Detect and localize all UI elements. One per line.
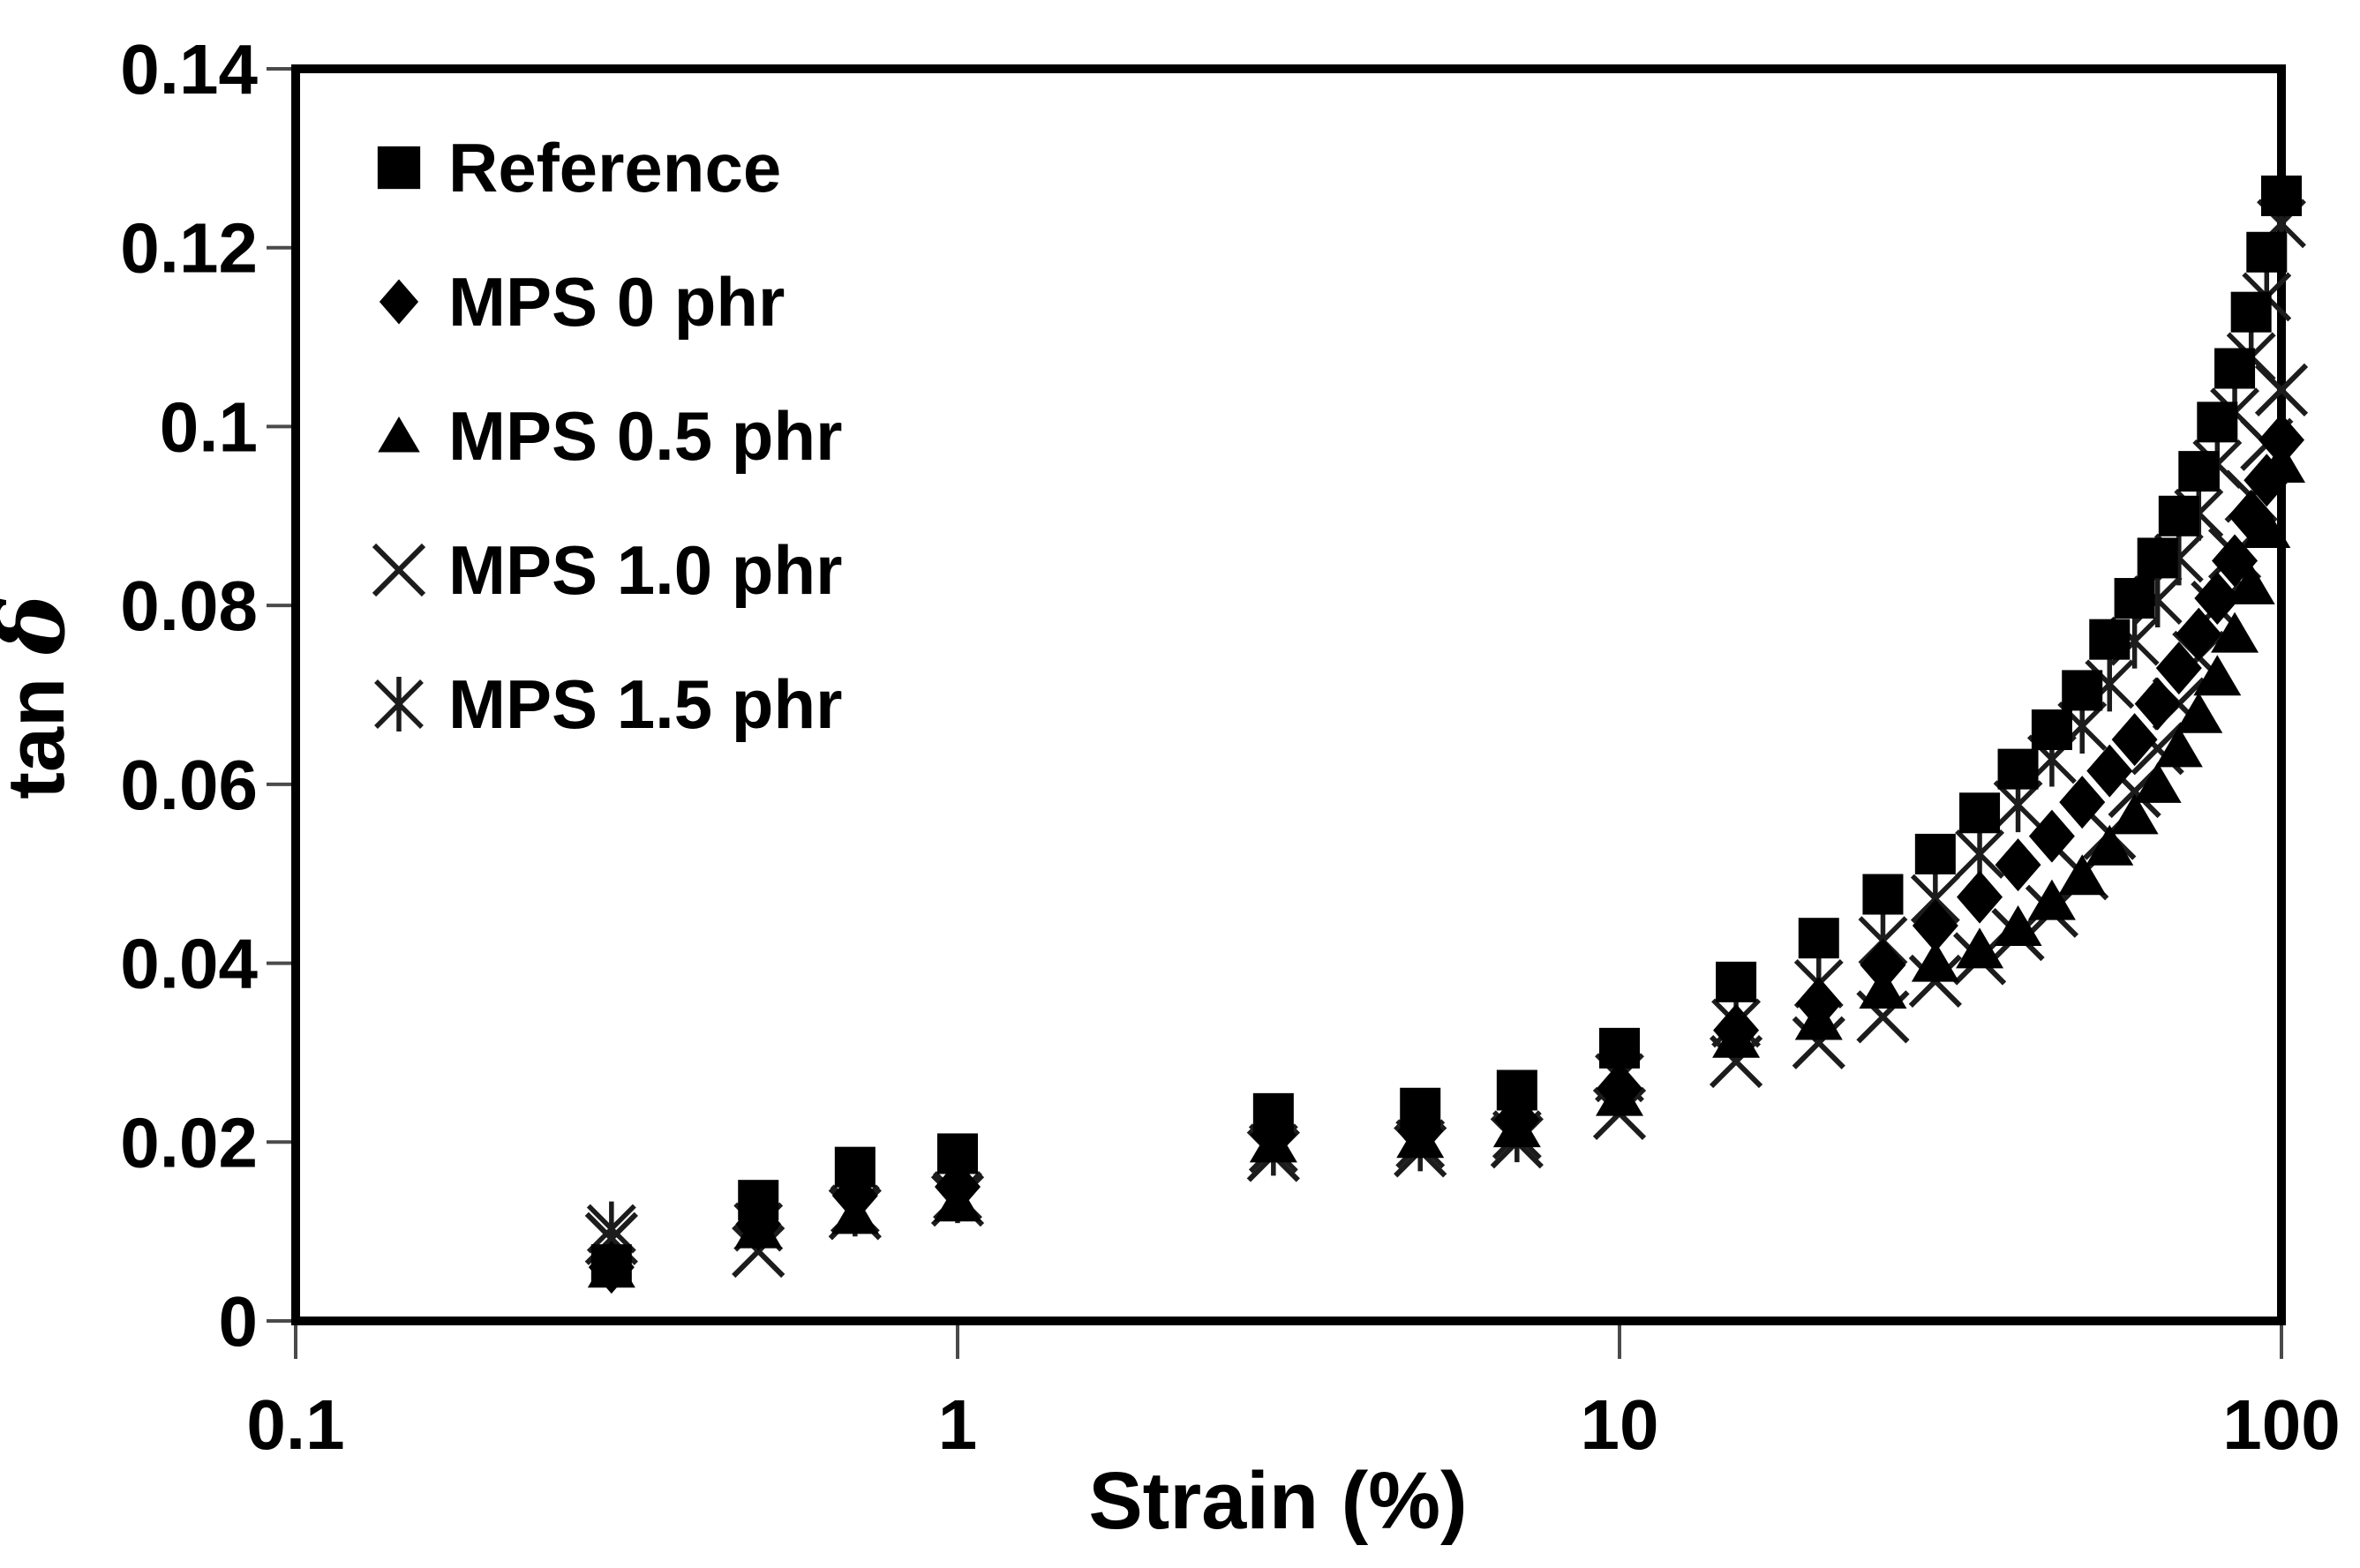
legend-label: Reference — [448, 129, 781, 206]
marker-filled-diamond — [1995, 838, 2041, 892]
marker-filled-square — [1862, 874, 1904, 915]
marker-filled-triangle — [2227, 563, 2275, 604]
y-tick-label: 0.04 — [120, 925, 258, 1003]
marker-filled-diamond — [2111, 713, 2158, 767]
series-mps-0-phr — [588, 413, 2304, 1294]
marker-filled-diamond — [1957, 870, 2003, 924]
legend-item: MPS 1.5 phr — [374, 665, 842, 743]
marker-filled-square — [2214, 348, 2256, 389]
marker-filled-square — [937, 1133, 978, 1174]
x-tick-label: 0.1 — [246, 1385, 344, 1464]
marker-filled-diamond — [1713, 1003, 1760, 1057]
marker-filled-diamond — [2176, 607, 2222, 661]
plot-frame — [291, 64, 2286, 1325]
legend-label: MPS 0 phr — [448, 263, 785, 341]
marker-filled-square — [1400, 1087, 1441, 1129]
marker-filled-square — [590, 1244, 632, 1286]
marker-cross — [372, 543, 426, 597]
marker-filled-diamond — [2228, 489, 2274, 543]
marker-cross — [1709, 1034, 1763, 1089]
marker-filled-square — [2197, 401, 2238, 443]
legend-label: MPS 1.0 phr — [448, 531, 842, 609]
marker-filled-triangle — [2133, 761, 2182, 803]
marker-filled-square — [2114, 578, 2155, 619]
marker-filled-triangle — [2211, 611, 2259, 653]
marker-filled-square — [1997, 748, 2039, 790]
marker-filled-square — [2246, 231, 2288, 273]
marker-filled-triangle — [2027, 879, 2076, 920]
legend-item: MPS 1.0 phr — [372, 531, 842, 609]
legend-item: MPS 0.5 phr — [378, 397, 842, 475]
marker-filled-triangle — [1994, 905, 2042, 947]
marker-filled-diamond — [1912, 899, 1958, 953]
marker-filled-diamond — [2194, 572, 2241, 626]
marker-filled-square — [1599, 1027, 1640, 1069]
legend: Reference MPS 0 phr MPS 0.5 phr MPS 1.0 phr… — [372, 129, 842, 743]
x-tick-label: 100 — [2222, 1385, 2340, 1464]
y-tick-label: 0 — [219, 1282, 259, 1361]
marker-filled-diamond — [2134, 677, 2181, 731]
legend-label: MPS 1.5 phr — [448, 665, 842, 743]
marker-filled-diamond — [2212, 534, 2259, 588]
x-tick-label: 10 — [1581, 1385, 1659, 1464]
marker-filled-diamond — [2028, 809, 2075, 863]
marker-filled-diamond — [2086, 744, 2133, 798]
marker-filled-triangle — [1911, 941, 1959, 982]
marker-filled-triangle — [2154, 726, 2203, 768]
marker-filled-square — [2158, 495, 2199, 536]
marker-filled-triangle — [378, 416, 420, 453]
marker-filled-square — [1716, 961, 1757, 1002]
x-tick-label: 1 — [938, 1385, 978, 1464]
marker-filled-triangle — [2175, 692, 2223, 733]
marker-filled-square — [2031, 709, 2072, 751]
marker-filled-diamond — [2259, 413, 2304, 467]
y-axis-title: tan δ — [0, 595, 86, 799]
series-reference — [590, 175, 2302, 1286]
y-tick-label: 0.08 — [120, 566, 258, 645]
marker-filled-square — [377, 146, 421, 190]
marker-filled-square — [1959, 792, 2001, 834]
marker-filled-triangle — [1956, 927, 2004, 969]
y-tick-label: 0.1 — [160, 387, 258, 466]
marker-filled-diamond — [379, 279, 419, 325]
marker-filled-diamond — [1597, 1062, 1642, 1115]
marker-filled-square — [1798, 918, 1839, 959]
marker-asterisk — [374, 677, 424, 731]
marker-filled-diamond — [2059, 776, 2106, 829]
marker-filled-square — [2137, 537, 2178, 579]
marker-filled-square — [2178, 451, 2220, 492]
marker-filled-square — [2089, 619, 2131, 660]
marker-filled-square — [738, 1180, 779, 1221]
y-tick-label: 0.14 — [120, 30, 258, 109]
marker-filled-triangle — [2058, 854, 2107, 896]
legend-item: MPS 0 phr — [379, 263, 785, 341]
y-tick-label: 0.02 — [120, 1103, 258, 1182]
marker-filled-diamond — [2155, 641, 2202, 695]
marker-filled-diamond — [1860, 938, 1906, 992]
marker-filled-square — [1252, 1092, 1294, 1134]
x-axis-title: Strain (%) — [1088, 1456, 1467, 1546]
marker-filled-triangle — [2193, 655, 2242, 696]
marker-filled-square — [2230, 291, 2272, 333]
marker-filled-triangle — [2086, 824, 2134, 866]
marker-filled-triangle — [2110, 793, 2159, 835]
data-points — [584, 175, 2309, 1294]
axis-ticks: 0 0.02 0.04 0.06 0.08 0.1 0.12 0.14 0.1 1 10 100 — [120, 30, 2340, 1464]
marker-filled-diamond — [1795, 977, 1842, 1031]
marker-filled-square — [1496, 1069, 1537, 1111]
y-tick-label: 0.06 — [120, 746, 258, 824]
marker-filled-square — [1914, 833, 1956, 874]
y-tick-label: 0.12 — [120, 209, 258, 288]
marker-filled-square — [834, 1146, 876, 1188]
marker-cross — [1792, 1016, 1845, 1069]
marker-filled-square — [2261, 175, 2302, 216]
marker-filled-diamond — [2244, 454, 2290, 507]
legend-label: MPS 0.5 phr — [448, 397, 842, 475]
marker-filled-square — [2062, 670, 2103, 711]
legend-item: Reference — [377, 129, 781, 206]
